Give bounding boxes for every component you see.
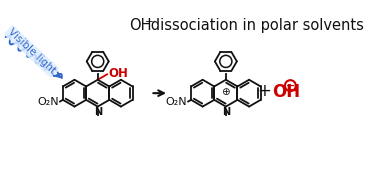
Text: OH: OH bbox=[129, 18, 151, 33]
Text: +: + bbox=[257, 83, 271, 101]
Text: −: − bbox=[145, 17, 153, 27]
Text: ⊕: ⊕ bbox=[222, 87, 230, 97]
Text: O₂N: O₂N bbox=[37, 97, 59, 107]
Text: Visible light: Visible light bbox=[6, 27, 57, 76]
Text: N: N bbox=[222, 107, 230, 117]
Text: O₂N: O₂N bbox=[166, 97, 187, 107]
Text: −: − bbox=[286, 80, 295, 90]
Text: OH: OH bbox=[108, 67, 128, 80]
Text: N: N bbox=[94, 107, 102, 117]
Text: dissociation in polar solvents: dissociation in polar solvents bbox=[148, 18, 364, 33]
Text: OH: OH bbox=[272, 83, 300, 101]
